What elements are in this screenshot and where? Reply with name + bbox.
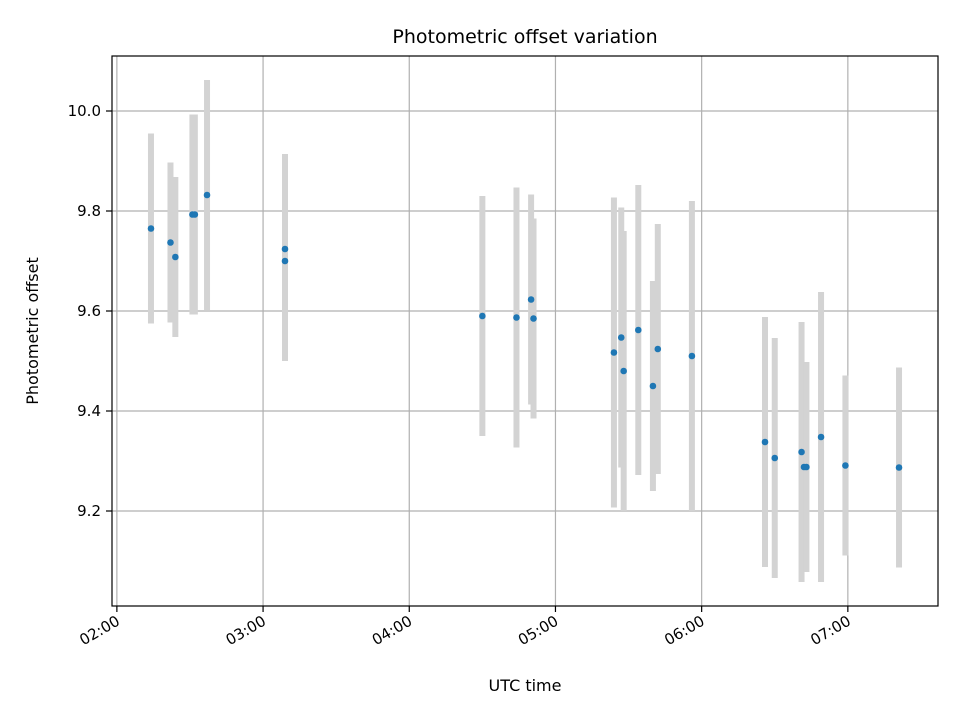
chart-title: Photometric offset variation xyxy=(392,26,657,48)
data-point xyxy=(817,433,825,441)
data-point xyxy=(649,382,657,390)
data-point xyxy=(281,245,289,253)
data-point xyxy=(191,211,199,218)
data-point xyxy=(803,463,810,471)
y-axis-label: Photometric offset xyxy=(23,257,42,405)
data-point xyxy=(527,296,535,303)
y-tick-label: 9.8 xyxy=(77,202,101,220)
data-point xyxy=(530,315,537,322)
data-point xyxy=(479,312,486,320)
x-axis-label: UTC time xyxy=(489,676,562,695)
grid xyxy=(112,56,938,606)
data-point xyxy=(281,257,289,265)
data-point xyxy=(610,349,618,356)
y-tick-label: 10.0 xyxy=(68,102,101,120)
data-point xyxy=(513,314,520,321)
data-point xyxy=(147,225,155,232)
data-point xyxy=(761,438,769,446)
data-point xyxy=(172,253,179,261)
data-point xyxy=(167,239,174,246)
y-tick-label: 9.6 xyxy=(77,302,101,320)
data-point xyxy=(688,352,696,360)
plot-frame xyxy=(111,55,939,607)
data-point xyxy=(654,345,662,353)
data-point xyxy=(617,334,625,341)
data-point xyxy=(798,448,805,456)
y-tick-label: 9.2 xyxy=(77,502,101,520)
data-point xyxy=(842,462,849,469)
y-axis-ticks: 9.2 9.4 9.6 9.8 10.0 xyxy=(68,102,112,520)
data-points xyxy=(147,191,903,471)
data-point xyxy=(895,464,903,471)
data-point xyxy=(635,326,642,334)
y-tick-label: 9.4 xyxy=(77,402,101,420)
data-point xyxy=(203,191,211,199)
data-point xyxy=(620,367,627,375)
data-point xyxy=(771,454,779,462)
